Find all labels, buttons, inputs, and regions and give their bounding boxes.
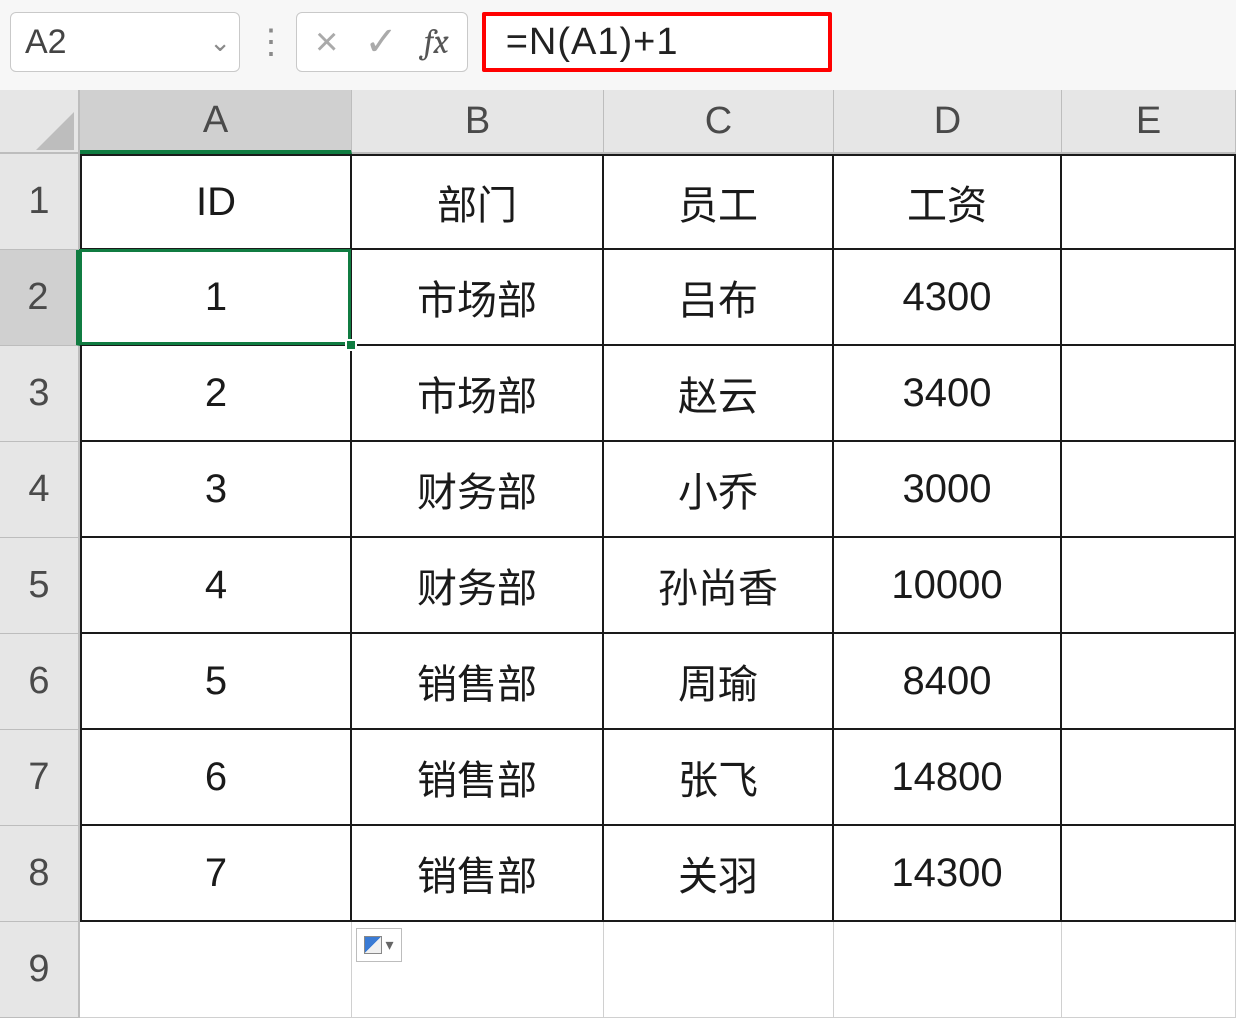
cell-C[interactable]: 员工 bbox=[604, 154, 834, 250]
cell-A[interactable] bbox=[80, 922, 352, 1018]
row-header-1[interactable]: 1 bbox=[0, 154, 80, 250]
cell-D[interactable]: 4300 bbox=[834, 250, 1062, 346]
cancel-icon[interactable]: × bbox=[315, 22, 338, 62]
row-header-5[interactable]: 5 bbox=[0, 538, 80, 634]
formula-controls: × ✓ fx bbox=[296, 12, 468, 72]
row-header-8[interactable]: 8 bbox=[0, 826, 80, 922]
cell-A[interactable]: 3 bbox=[80, 442, 352, 538]
formula-bar: A2 ⌄ ⋮ × ✓ fx =N(A1)+1 bbox=[0, 0, 1236, 90]
row-header-2[interactable]: 2 bbox=[0, 250, 80, 346]
cell-B[interactable]: 销售部 bbox=[352, 826, 604, 922]
cell-B[interactable]: 财务部 bbox=[352, 538, 604, 634]
cell-A[interactable]: 7 bbox=[80, 826, 352, 922]
cell-D[interactable] bbox=[834, 922, 1062, 1018]
cell-D[interactable]: 14300 bbox=[834, 826, 1062, 922]
cell-D[interactable]: 工资 bbox=[834, 154, 1062, 250]
row-header-6[interactable]: 6 bbox=[0, 634, 80, 730]
name-box[interactable]: A2 ⌄ bbox=[10, 12, 240, 72]
cell-D[interactable]: 3400 bbox=[834, 346, 1062, 442]
cell-B[interactable]: 市场部 bbox=[352, 250, 604, 346]
row-header-7[interactable]: 7 bbox=[0, 730, 80, 826]
fx-icon[interactable]: fx bbox=[424, 22, 449, 62]
cell-B[interactable]: 销售部 bbox=[352, 634, 604, 730]
column-header-A[interactable]: A bbox=[80, 90, 352, 154]
paste-options-button[interactable]: ▾ bbox=[356, 928, 402, 962]
enter-icon[interactable]: ✓ bbox=[364, 22, 398, 62]
row-header-3[interactable]: 3 bbox=[0, 346, 80, 442]
column-header-B[interactable]: B bbox=[352, 90, 604, 154]
cell-C[interactable] bbox=[604, 922, 834, 1018]
cell-C[interactable]: 小乔 bbox=[604, 442, 834, 538]
cell-B[interactable]: 市场部 bbox=[352, 346, 604, 442]
cell-B[interactable]: 财务部 bbox=[352, 442, 604, 538]
cell-E[interactable] bbox=[1062, 730, 1236, 826]
cell-E[interactable] bbox=[1062, 538, 1236, 634]
cell-E[interactable] bbox=[1062, 250, 1236, 346]
cell-D[interactable]: 14800 bbox=[834, 730, 1062, 826]
cell-C[interactable]: 赵云 bbox=[604, 346, 834, 442]
cell-C[interactable]: 周瑜 bbox=[604, 634, 834, 730]
column-header-E[interactable]: E bbox=[1062, 90, 1236, 154]
cell-E[interactable] bbox=[1062, 634, 1236, 730]
formula-input-wrap: =N(A1)+1 bbox=[482, 12, 832, 72]
row-header-9[interactable]: 9 bbox=[0, 922, 80, 1018]
cell-E[interactable] bbox=[1062, 346, 1236, 442]
cell-E[interactable] bbox=[1062, 826, 1236, 922]
cell-A[interactable]: 1 bbox=[80, 250, 352, 346]
cell-C[interactable]: 吕布 bbox=[604, 250, 834, 346]
cell-D[interactable]: 3000 bbox=[834, 442, 1062, 538]
cell-A[interactable]: ID bbox=[80, 154, 352, 250]
cell-E[interactable] bbox=[1062, 922, 1236, 1018]
cell-E[interactable] bbox=[1062, 154, 1236, 250]
column-header-D[interactable]: D bbox=[834, 90, 1062, 154]
cell-C[interactable]: 孙尚香 bbox=[604, 538, 834, 634]
fill-handle[interactable] bbox=[345, 339, 357, 351]
name-box-cell-ref: A2 bbox=[25, 23, 67, 62]
cell-D[interactable]: 8400 bbox=[834, 634, 1062, 730]
cell-A[interactable]: 4 bbox=[80, 538, 352, 634]
more-icon[interactable]: ⋮ bbox=[254, 22, 282, 62]
cell-D[interactable]: 10000 bbox=[834, 538, 1062, 634]
cell-C[interactable]: 关羽 bbox=[604, 826, 834, 922]
cell-B[interactable]: 部门 bbox=[352, 154, 604, 250]
row-header-4[interactable]: 4 bbox=[0, 442, 80, 538]
cell-C[interactable]: 张飞 bbox=[604, 730, 834, 826]
cell-A[interactable]: 2 bbox=[80, 346, 352, 442]
select-all-corner[interactable] bbox=[0, 90, 80, 154]
cell-E[interactable] bbox=[1062, 442, 1236, 538]
cell-A[interactable]: 5 bbox=[80, 634, 352, 730]
cell-B[interactable]: 销售部 bbox=[352, 730, 604, 826]
cell-A[interactable]: 6 bbox=[80, 730, 352, 826]
column-header-C[interactable]: C bbox=[604, 90, 834, 154]
formula-input[interactable]: =N(A1)+1 bbox=[482, 12, 832, 72]
chevron-down-icon[interactable]: ⌄ bbox=[209, 27, 231, 58]
